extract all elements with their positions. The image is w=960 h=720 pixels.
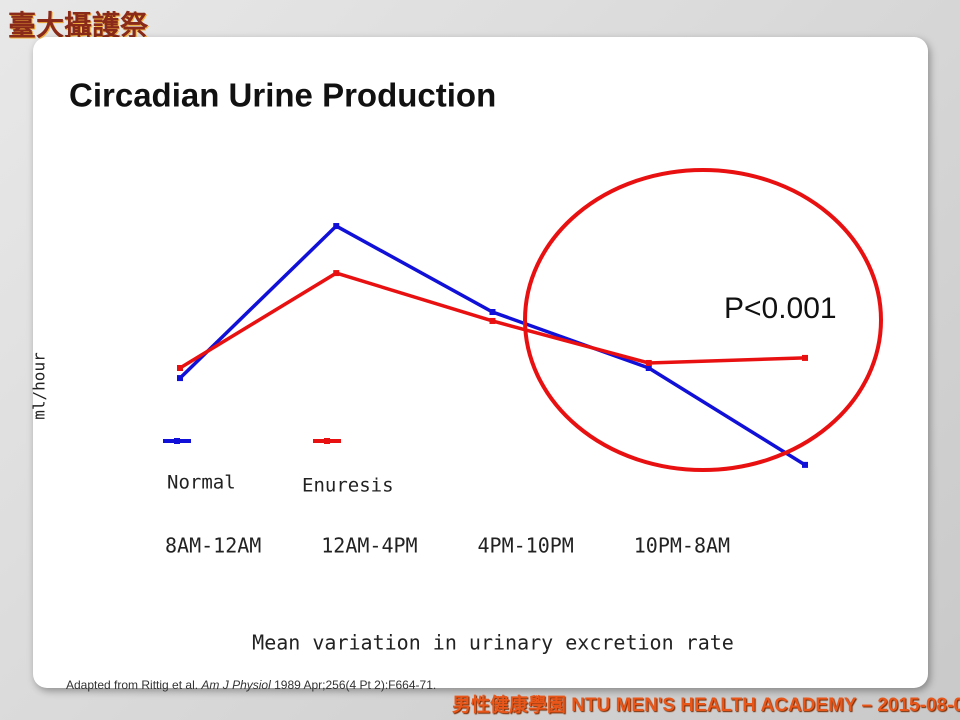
logo: 臺大攝護祭 <box>8 9 149 42</box>
y-axis-label: ml/hour <box>30 352 49 420</box>
point-marker <box>489 309 496 315</box>
legend-marker <box>324 438 330 444</box>
citation-text: Adapted from Rittig et al. <box>66 678 202 692</box>
legend-label: Normal <box>167 472 236 494</box>
citation: Adapted from Rittig et al. Am J Physiol … <box>66 678 436 692</box>
point-marker <box>645 359 652 366</box>
point-marker <box>333 223 340 230</box>
legend-marker <box>174 438 180 444</box>
x-tick-label: 10PM-8AM <box>634 534 730 558</box>
content-panel <box>33 37 928 688</box>
point-marker <box>177 365 183 371</box>
footer: 男性健康學園 NTU MEN'S HEALTH ACADEMY – 2015-0… <box>452 695 960 716</box>
point-marker <box>333 270 340 277</box>
citation-text: 1989 Apr;256(4 Pt 2):F664-71. <box>270 678 437 692</box>
highlight-circle <box>523 168 883 472</box>
point-marker <box>802 461 808 468</box>
point-marker <box>802 354 808 361</box>
chart-title: Circadian Urine Production <box>69 77 496 114</box>
x-tick-label: 4PM-10PM <box>478 534 574 558</box>
point-marker <box>489 317 496 324</box>
x-tick-label: 8AM-12AM <box>165 534 261 558</box>
point-marker <box>177 375 183 382</box>
x-axis-label: Mean variation in urinary excretion rate <box>252 631 734 655</box>
x-tick-label: 12AM-4PM <box>321 534 417 558</box>
annotation: P<0.001 <box>724 292 837 325</box>
citation-journal: Am J Physiol <box>201 678 271 692</box>
series-line <box>178 223 806 467</box>
point-marker <box>645 365 652 371</box>
legend-label: Enuresis <box>302 475 394 497</box>
